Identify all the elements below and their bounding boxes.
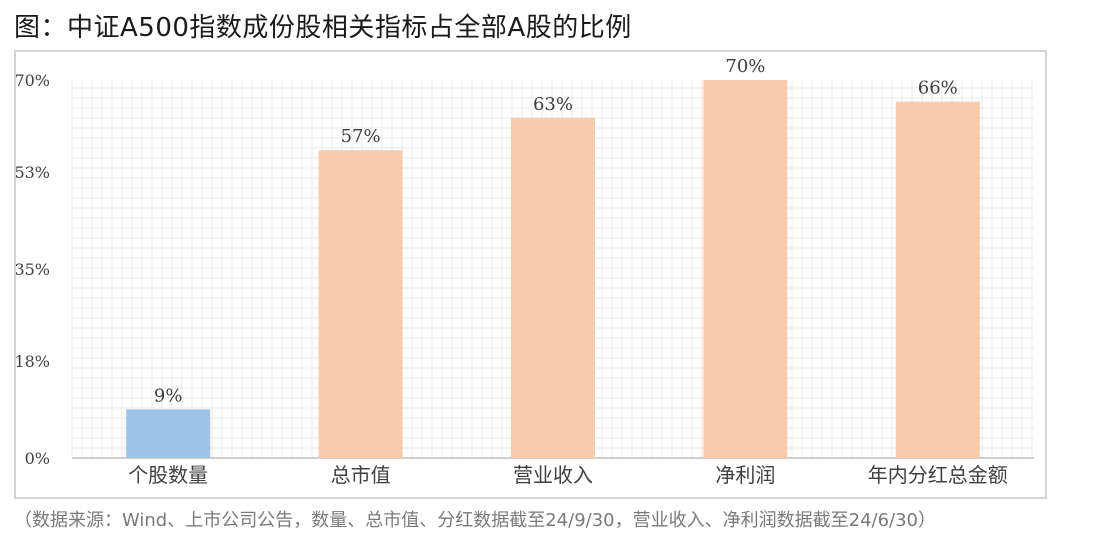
chart-frame: 0% 18% 35% 53% 70% 9% 个股数量 57% 总市值 63% 营业收入 70% 净利润 6… — [14, 50, 1047, 499]
bar-chart: 0% 18% 35% 53% 70% 9% 个股数量 57% 总市值 63% 营业收入 70% 净利润 6… — [16, 56, 1034, 487]
x-tick-label: 营业收入 — [513, 463, 593, 487]
data-label: 70% — [725, 56, 765, 77]
source-note: （数据来源：Wind、上市公司公告，数量、总市值、分红数据截至24/9/30，营… — [14, 510, 937, 531]
x-tick-label: 年内分红总金额 — [868, 463, 1008, 487]
bar — [895, 101, 980, 458]
y-tick-label: 70% — [16, 71, 50, 90]
bar — [318, 150, 403, 458]
data-label: 57% — [341, 126, 381, 147]
y-tick-label: 18% — [16, 352, 50, 371]
page-title: 图：中证A500指数成份股相关指标占全部A股的比例 — [14, 13, 632, 43]
x-tick-label: 个股数量 — [128, 463, 208, 487]
data-label: 9% — [154, 385, 183, 406]
y-tick-label: 0% — [25, 449, 50, 468]
data-label: 63% — [533, 94, 573, 115]
y-tick-label: 53% — [16, 163, 50, 182]
y-tick-label: 35% — [16, 260, 50, 279]
bar — [703, 80, 788, 458]
bar — [511, 117, 595, 459]
data-label: 66% — [918, 78, 958, 99]
x-tick-label: 总市值 — [331, 463, 391, 487]
x-tick-label: 净利润 — [715, 463, 775, 487]
bar — [126, 409, 211, 458]
